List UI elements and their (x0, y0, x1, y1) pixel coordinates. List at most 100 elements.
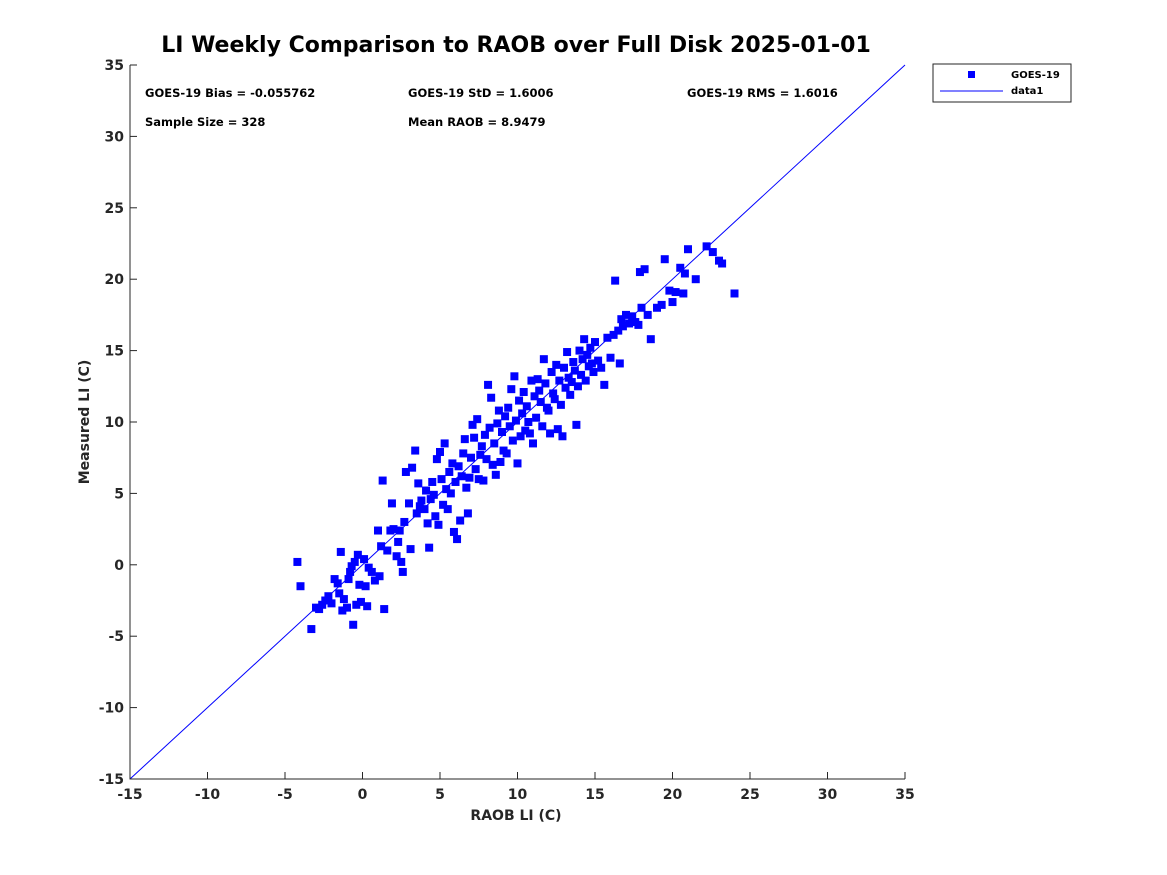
data-point (392, 552, 401, 561)
data-point (676, 263, 685, 272)
bias-annotation: GOES-19 Bias = -0.055762 (145, 86, 315, 100)
data-point (327, 599, 336, 608)
data-point (603, 333, 612, 342)
data-point (417, 496, 426, 505)
data-point (566, 390, 575, 399)
x-tick-label: 5 (435, 787, 445, 803)
data-point (600, 380, 609, 389)
data-point (555, 376, 564, 385)
data-point (614, 326, 623, 335)
data-point (394, 537, 403, 546)
data-point (383, 546, 392, 555)
data-point (718, 259, 727, 268)
data-point (708, 248, 717, 257)
data-point (586, 343, 595, 352)
data-point (522, 402, 531, 411)
y-tick-label: 5 (114, 486, 124, 502)
data-point (653, 303, 661, 312)
data-point (370, 576, 379, 585)
legend-label-goes19: GOES-19 (1011, 70, 1060, 81)
data-point (583, 350, 592, 359)
y-tick-label: 25 (105, 201, 124, 217)
data-point (507, 385, 516, 394)
data-point (378, 476, 387, 485)
data-point (364, 563, 373, 572)
data-point (425, 543, 434, 552)
data-point (504, 403, 513, 412)
data-point (684, 245, 692, 254)
data-point (414, 479, 423, 488)
data-point (657, 300, 666, 309)
y-tick-label: 20 (105, 272, 125, 288)
data-point (643, 310, 652, 319)
legend-marker-goes19 (968, 71, 975, 78)
data-point (502, 449, 511, 458)
data-point (569, 358, 578, 367)
data-point (422, 486, 431, 495)
x-tick-label: 0 (358, 787, 368, 803)
data-point (420, 505, 429, 514)
data-point (510, 372, 519, 381)
data-point (296, 582, 305, 591)
data-point (546, 429, 555, 438)
data-point (536, 398, 545, 407)
data-point (493, 419, 502, 428)
data-point (538, 422, 547, 431)
data-point (597, 363, 606, 372)
data-point (360, 555, 369, 564)
data-point (567, 378, 576, 387)
data-point (389, 525, 398, 534)
data-point (511, 416, 520, 425)
data-point (476, 450, 485, 459)
data-point (634, 320, 643, 329)
data-point (660, 255, 669, 264)
data-point (347, 562, 356, 571)
x-tick-label: -5 (277, 787, 293, 803)
data-point (477, 442, 486, 451)
data-point (535, 386, 544, 395)
data-point (679, 289, 688, 298)
data-point (505, 422, 514, 431)
data-point (363, 602, 372, 611)
data-point (515, 396, 524, 405)
data-point (587, 359, 596, 368)
data-point (356, 597, 365, 606)
sample-size-annotation: Sample Size = 328 (145, 115, 265, 129)
data-point (473, 415, 482, 424)
data-point (519, 388, 528, 397)
data-point (560, 363, 568, 372)
data-point (462, 483, 471, 492)
y-tick-label: -5 (108, 629, 124, 645)
data-point (625, 319, 634, 328)
data-point (401, 467, 410, 476)
legend-label-data1: data1 (1011, 86, 1043, 97)
x-tick-label: 25 (740, 787, 759, 803)
chart-title: LI Weekly Comparison to RAOB over Full D… (161, 33, 871, 58)
data-point (446, 489, 455, 498)
y-tick-label: -10 (99, 701, 125, 717)
data-point (680, 269, 689, 278)
x-tick-label: -15 (117, 787, 142, 803)
data-point (423, 519, 432, 528)
x-tick-label: 20 (663, 787, 683, 803)
data-point (563, 348, 572, 357)
data-point (628, 312, 637, 321)
x-axis-label: RAOB LI (C) (470, 808, 561, 824)
x-tick-label: 15 (585, 787, 604, 803)
data-point (408, 463, 417, 472)
data-point (518, 409, 527, 418)
data-point (434, 520, 443, 529)
data-point (412, 509, 421, 518)
data-point (471, 465, 480, 474)
data-point (547, 368, 556, 377)
data-point (494, 406, 503, 415)
y-tick-label: -15 (99, 772, 124, 788)
data-point (570, 366, 579, 375)
data-point (442, 485, 451, 494)
data-point (474, 475, 483, 484)
data-point (702, 242, 711, 251)
data-point (671, 288, 680, 297)
data-point (429, 490, 438, 499)
data-point (640, 265, 649, 274)
data-point (352, 600, 361, 609)
